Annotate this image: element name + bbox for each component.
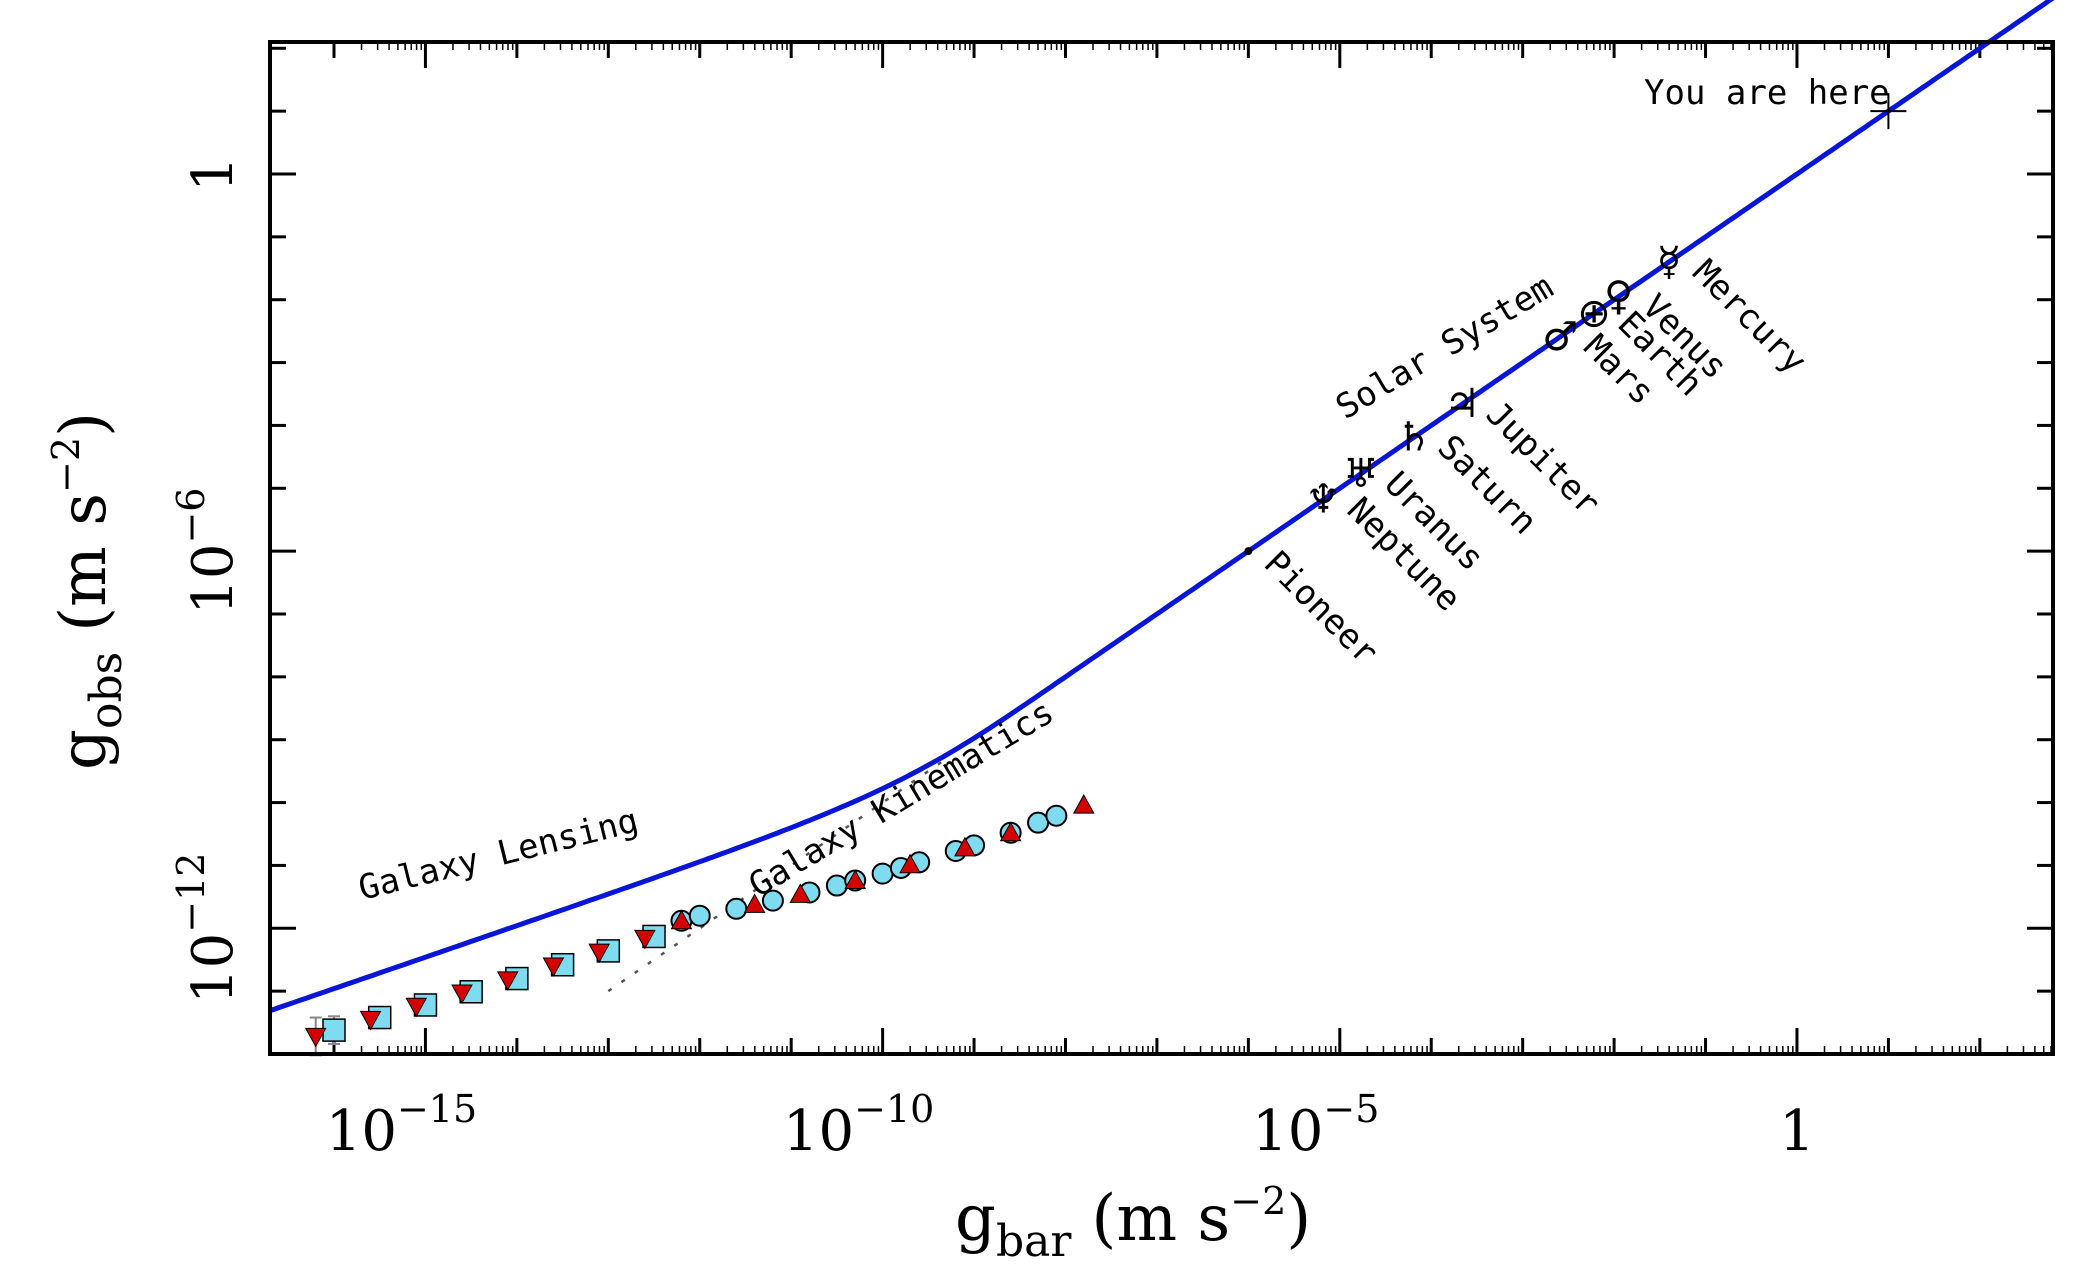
y-axis-close: ) — [47, 412, 121, 437]
data-point-triangle-down — [405, 997, 428, 1018]
y-tick-label: 10−6 — [169, 487, 246, 614]
y-axis-base: g — [47, 729, 121, 770]
data-point-triangle-up — [844, 869, 867, 890]
data-point-circle — [725, 897, 748, 920]
x-tick-label: 1 — [1779, 1099, 1815, 1164]
tick-base: 1 — [181, 156, 246, 192]
planet-symbol-uranus: ♅ — [1343, 451, 1379, 497]
tick-exp: −15 — [397, 1087, 477, 1131]
planet-symbol-venus: ♀ — [1604, 274, 1633, 320]
galaxy-lensing-label: Galaxy Lensing — [355, 801, 643, 909]
data-point-circle — [871, 862, 894, 885]
tick-base: 10 — [783, 1099, 854, 1164]
rar-curve — [269, 0, 2055, 1013]
data-point-square — [322, 1018, 346, 1042]
tick-exp: −6 — [169, 487, 213, 543]
data-point-triangle-down — [304, 1027, 327, 1048]
tick-base: 10 — [181, 544, 246, 615]
you-are-here-label: You are here — [1644, 73, 1890, 113]
data-point-triangle-up — [789, 883, 812, 903]
x-axis-title: gbar (m s−2) — [955, 1179, 1311, 1267]
data-point-triangle-down — [496, 971, 519, 991]
y-tick-label: 1 — [181, 156, 246, 192]
data-point-triangle-down — [451, 984, 473, 1005]
data-point-circle — [761, 889, 784, 912]
x-axis-unit: (m s — [1091, 1182, 1230, 1256]
data-point-triangle-up — [670, 909, 693, 930]
planet-symbol-mercury: ☿ — [1657, 239, 1682, 285]
tick-exp: −12 — [169, 853, 213, 933]
tick-exp: −10 — [854, 1087, 934, 1131]
y-axis-unit: (m s — [47, 493, 121, 632]
y-axis-title: gobs (m s−2) — [44, 412, 132, 770]
data-point-circle — [1027, 811, 1050, 834]
x-axis-close: ) — [1286, 1182, 1311, 1256]
data-point-triangle-up — [999, 821, 1022, 842]
data-point-circle — [825, 874, 848, 897]
planet-markers: ☿ ♀⊕♂ ♃ ♄ ♅♆ — [1244, 93, 1907, 556]
data-point-triangle-up — [954, 836, 976, 857]
major-ticks — [270, 42, 2053, 1054]
data-point-triangle-up — [1072, 794, 1095, 814]
tick-base: 10 — [181, 933, 246, 1004]
data-point-triangle-down — [359, 1010, 382, 1031]
x-tick-label: 10−5 — [1252, 1087, 1379, 1164]
tick-exp: −5 — [1323, 1087, 1379, 1131]
x-tick-label: 10−15 — [326, 1087, 477, 1164]
data-points — [304, 794, 1095, 1048]
y-axis-sub: obs — [81, 652, 132, 729]
data-point-triangle-down — [542, 957, 565, 978]
minor-ticks — [270, 42, 2053, 1056]
data-point-circle — [1045, 804, 1068, 827]
data-point-triangle-down — [634, 929, 656, 950]
planet-symbol-mars: ♂ — [1542, 314, 1578, 360]
plot-frame — [268, 40, 2055, 1056]
data-point-triangle-down — [588, 943, 611, 964]
y-axis-unit-exp: −2 — [44, 437, 88, 493]
x-tick-label: 10−10 — [783, 1087, 934, 1164]
planet-symbol-jupiter: ♃ — [1444, 381, 1480, 427]
planet-label-pioneer: Pioneer — [1256, 543, 1386, 673]
x-axis-sub: bar — [996, 1216, 1072, 1267]
data-point-triangle-up — [899, 853, 921, 874]
planet-symbol-saturn: ♄ — [1396, 414, 1432, 460]
x-axis-base: g — [955, 1182, 996, 1256]
data-point-circle — [688, 904, 711, 927]
tick-base: 1 — [1779, 1099, 1815, 1164]
planet-symbol-earth: ⊕ — [1577, 291, 1611, 337]
y-tick-label: 10−12 — [169, 853, 246, 1004]
pioneer-point — [1244, 547, 1253, 556]
data-point-triangle-up — [743, 893, 766, 913]
tick-base: 10 — [326, 1099, 397, 1164]
planet-symbol-neptune: ♆ — [1305, 477, 1341, 523]
x-tick-labels: 10−15 10−10 10−5 1 — [326, 1087, 1815, 1164]
x-axis-unit-exp: −2 — [1230, 1179, 1286, 1223]
tick-base: 10 — [1252, 1099, 1323, 1164]
